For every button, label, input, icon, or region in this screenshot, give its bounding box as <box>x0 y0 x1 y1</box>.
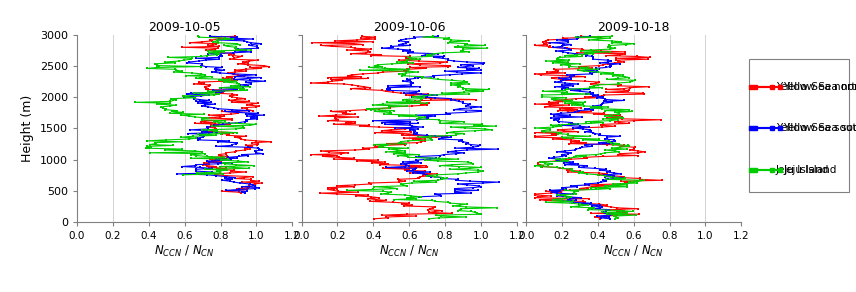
Text: Yellow Sea north: Yellow Sea north <box>776 82 856 92</box>
Text: Yellow Sea south: Yellow Sea south <box>776 124 856 133</box>
Title: 2009-10-18: 2009-10-18 <box>597 21 670 34</box>
Y-axis label: Height (m): Height (m) <box>21 95 34 162</box>
Text: Jeju Island: Jeju Island <box>783 165 837 175</box>
Title: 2009-10-06: 2009-10-06 <box>373 21 445 34</box>
Text: Jeju Island: Jeju Island <box>776 165 829 175</box>
X-axis label: $N_{CCN}$ / $N_{CN}$: $N_{CCN}$ / $N_{CN}$ <box>379 244 439 259</box>
FancyBboxPatch shape <box>749 59 849 192</box>
Text: Yellow Sea north: Yellow Sea north <box>783 82 856 92</box>
X-axis label: $N_{CCN}$ / $N_{CN}$: $N_{CCN}$ / $N_{CN}$ <box>603 244 664 259</box>
X-axis label: $N_{CCN}$ / $N_{CN}$: $N_{CCN}$ / $N_{CN}$ <box>154 244 215 259</box>
Text: Yellow Sea south: Yellow Sea south <box>783 124 856 133</box>
Title: 2009-10-05: 2009-10-05 <box>148 21 221 34</box>
